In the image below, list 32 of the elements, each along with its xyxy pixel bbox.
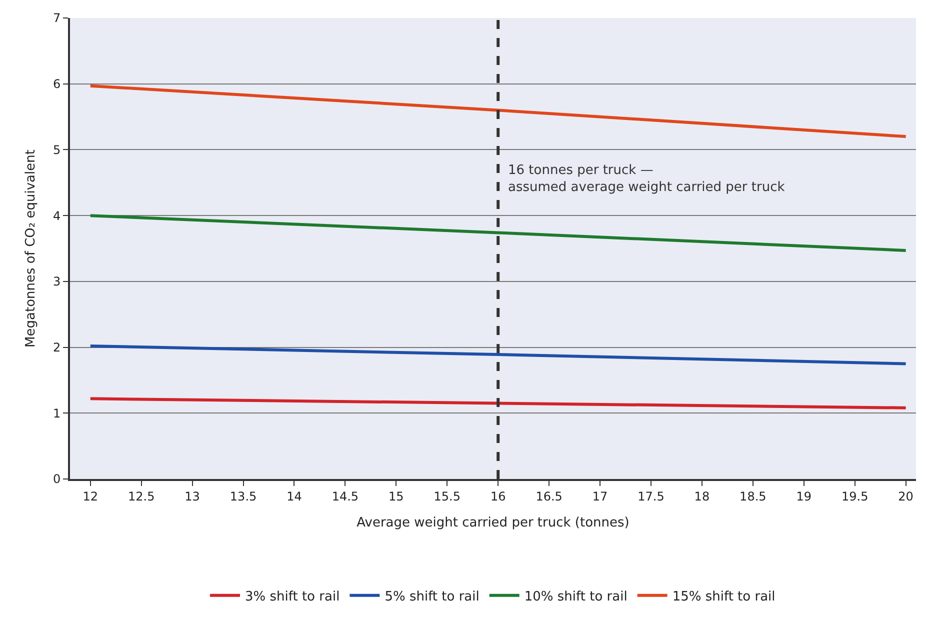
y-axis-title: Megatonnes of CO₂ equivalent (23, 150, 38, 348)
x-axis-title: Average weight carried per truck (tonnes) (356, 516, 630, 530)
x-tick-label: 18.5 (740, 489, 766, 504)
x-tick-label: 15.5 (434, 489, 460, 504)
y-tick-label: 1 (52, 406, 61, 420)
y-tick-label: 5 (52, 142, 61, 157)
y-tick-label: 0 (52, 472, 61, 486)
x-tick-label: 12 (82, 489, 98, 504)
x-tick-label: 13.5 (230, 489, 257, 504)
y-tick-label: 6 (52, 77, 61, 92)
y-tick-label: 3 (52, 274, 61, 289)
x-tick-label: 19 (796, 489, 812, 504)
x-tick-label: 13 (184, 489, 200, 504)
x-tick-label: 16 (490, 489, 506, 504)
legend-label: 5% shift to rail (384, 589, 480, 604)
x-tick-label: 14 (286, 489, 302, 504)
legend-label: 10% shift to rail (524, 589, 628, 604)
legend-label: 3% shift to rail (245, 589, 340, 604)
y-tick-label: 2 (52, 340, 61, 354)
x-tick-label: 17 (592, 489, 608, 504)
x-tick-label: 18 (694, 489, 710, 504)
x-tick-label: 17.5 (638, 489, 664, 504)
x-tick-label: 15 (388, 489, 404, 504)
x-tick-label: 12.5 (128, 489, 155, 504)
x-tick-label: 16.5 (536, 489, 562, 504)
x-tick-label: 14.5 (332, 489, 359, 504)
x-tick-label: 20 (898, 489, 914, 504)
y-tick-label: 4 (52, 208, 61, 223)
y-tick-label: 7 (52, 11, 61, 26)
ref-line-label: 16 tonnes per truck — assumed average weight carried per truck (508, 163, 786, 195)
x-tick-label: 19.5 (841, 489, 868, 504)
legend-label: 15% shift to rail (672, 589, 776, 604)
